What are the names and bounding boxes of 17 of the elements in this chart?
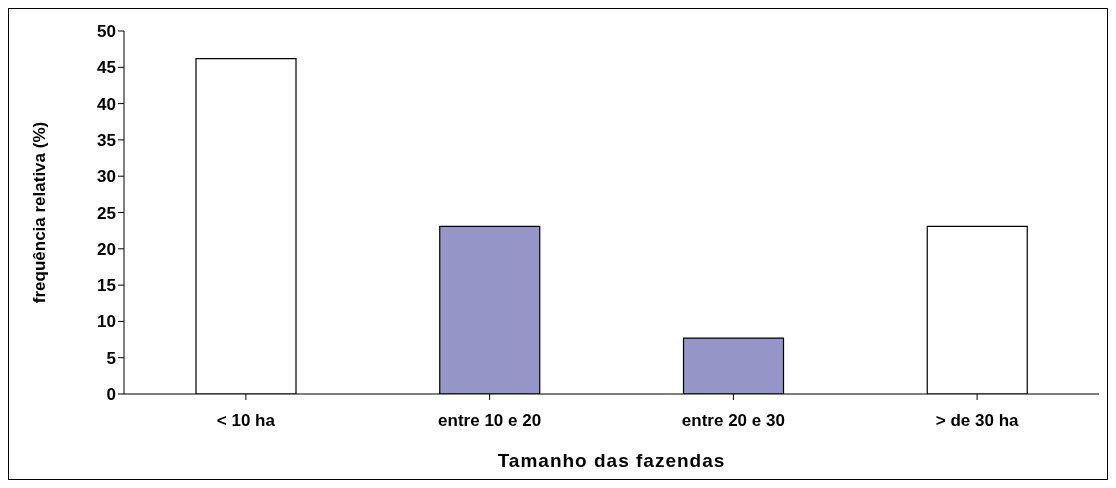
- y-tick-label: 15: [97, 276, 116, 296]
- x-axis-title: Tamanho das fazendas: [497, 450, 726, 471]
- y-tick-label: 5: [106, 348, 116, 368]
- y-tick-label: 50: [97, 22, 116, 42]
- y-tick-label: 10: [97, 312, 116, 332]
- x-tick-label: < 10 ha: [216, 411, 276, 431]
- y-tick-label: 40: [97, 94, 116, 114]
- y-axis-title: frequência relativa (%): [30, 121, 50, 304]
- y-tick-label: 0: [106, 385, 116, 405]
- y-tick-label: 20: [97, 239, 116, 259]
- x-tick-label: entre 20 e 30: [681, 411, 785, 431]
- y-tick-label: 35: [97, 130, 116, 150]
- x-tick-label: entre 10 e 20: [438, 411, 542, 431]
- y-tick-label: 45: [97, 58, 116, 78]
- y-tick-label: 25: [97, 203, 116, 223]
- y-tick-label: 30: [97, 167, 116, 187]
- x-tick-label: > de 30 ha: [935, 411, 1020, 431]
